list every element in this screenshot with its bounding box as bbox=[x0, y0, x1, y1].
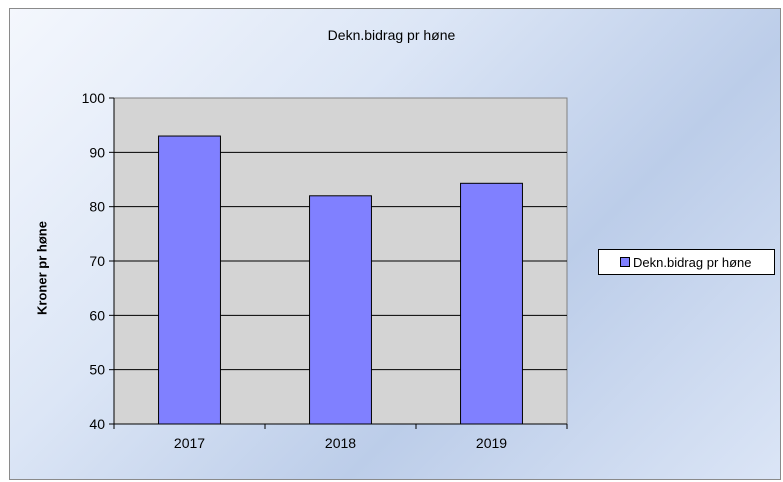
legend: Dekn.bidrag pr høne bbox=[598, 249, 775, 275]
bar bbox=[309, 195, 372, 425]
y-tick-label: 50 bbox=[89, 362, 105, 378]
legend-swatch bbox=[620, 257, 630, 267]
y-tick-label: 80 bbox=[89, 199, 105, 215]
y-tick-label: 60 bbox=[89, 307, 105, 323]
chart-title: Dekn.bidrag pr høne bbox=[327, 27, 456, 43]
x-tick-label: 2018 bbox=[325, 435, 356, 451]
x-tick-label: 2019 bbox=[476, 435, 507, 451]
bar bbox=[158, 135, 221, 425]
y-tick-label: 90 bbox=[89, 144, 105, 160]
legend-label: Dekn.bidrag pr høne bbox=[633, 254, 752, 270]
bar bbox=[460, 182, 523, 425]
x-tick-label: 2017 bbox=[174, 435, 205, 451]
y-tick-label: 100 bbox=[82, 90, 106, 106]
y-tick-label: 70 bbox=[89, 253, 105, 269]
y-tick-label: 40 bbox=[89, 416, 105, 432]
